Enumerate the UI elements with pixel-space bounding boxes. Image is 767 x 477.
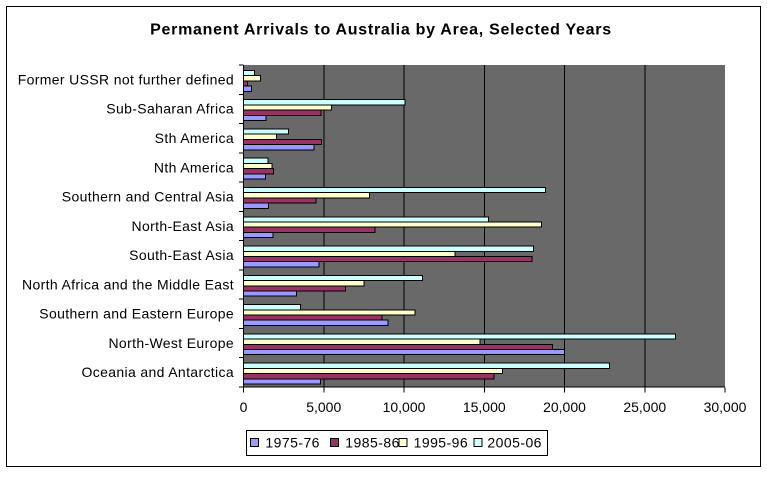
svg-text:1975-76: 1975-76 [265,434,320,450]
svg-text:15,000: 15,000 [463,399,506,415]
svg-text:Southern and Central Asia: Southern and Central Asia [62,189,234,205]
svg-text:20,000: 20,000 [543,399,586,415]
svg-text:Southern and Eastern Europe: Southern and Eastern Europe [39,306,234,322]
svg-text:Sth America: Sth America [155,130,234,146]
svg-text:South-East Asia: South-East Asia [129,247,234,263]
svg-text:25,000: 25,000 [623,399,666,415]
svg-text:30,000: 30,000 [704,399,747,415]
svg-text:10,000: 10,000 [383,399,426,415]
svg-text:North-West Europe: North-West Europe [108,335,234,351]
svg-text:North-East Asia: North-East Asia [131,218,234,234]
svg-text:Permanent Arrivals to Australi: Permanent Arrivals to Australia by Area,… [150,21,612,38]
svg-text:Sub-Saharan Africa: Sub-Saharan Africa [106,101,234,117]
svg-text:North Africa and the Middle Ea: North Africa and the Middle East [22,276,234,292]
svg-text:0: 0 [240,399,248,415]
svg-text:5,000: 5,000 [306,399,341,415]
svg-text:Former USSR not further define: Former USSR not further defined [18,71,234,87]
svg-text:2005-06: 2005-06 [487,434,542,450]
svg-text:Oceania and Antarctica: Oceania and Antarctica [82,364,234,380]
svg-text:1995-96: 1995-96 [414,434,469,450]
svg-text:1985-86: 1985-86 [345,434,400,450]
svg-text:Nth America: Nth America [154,159,234,175]
